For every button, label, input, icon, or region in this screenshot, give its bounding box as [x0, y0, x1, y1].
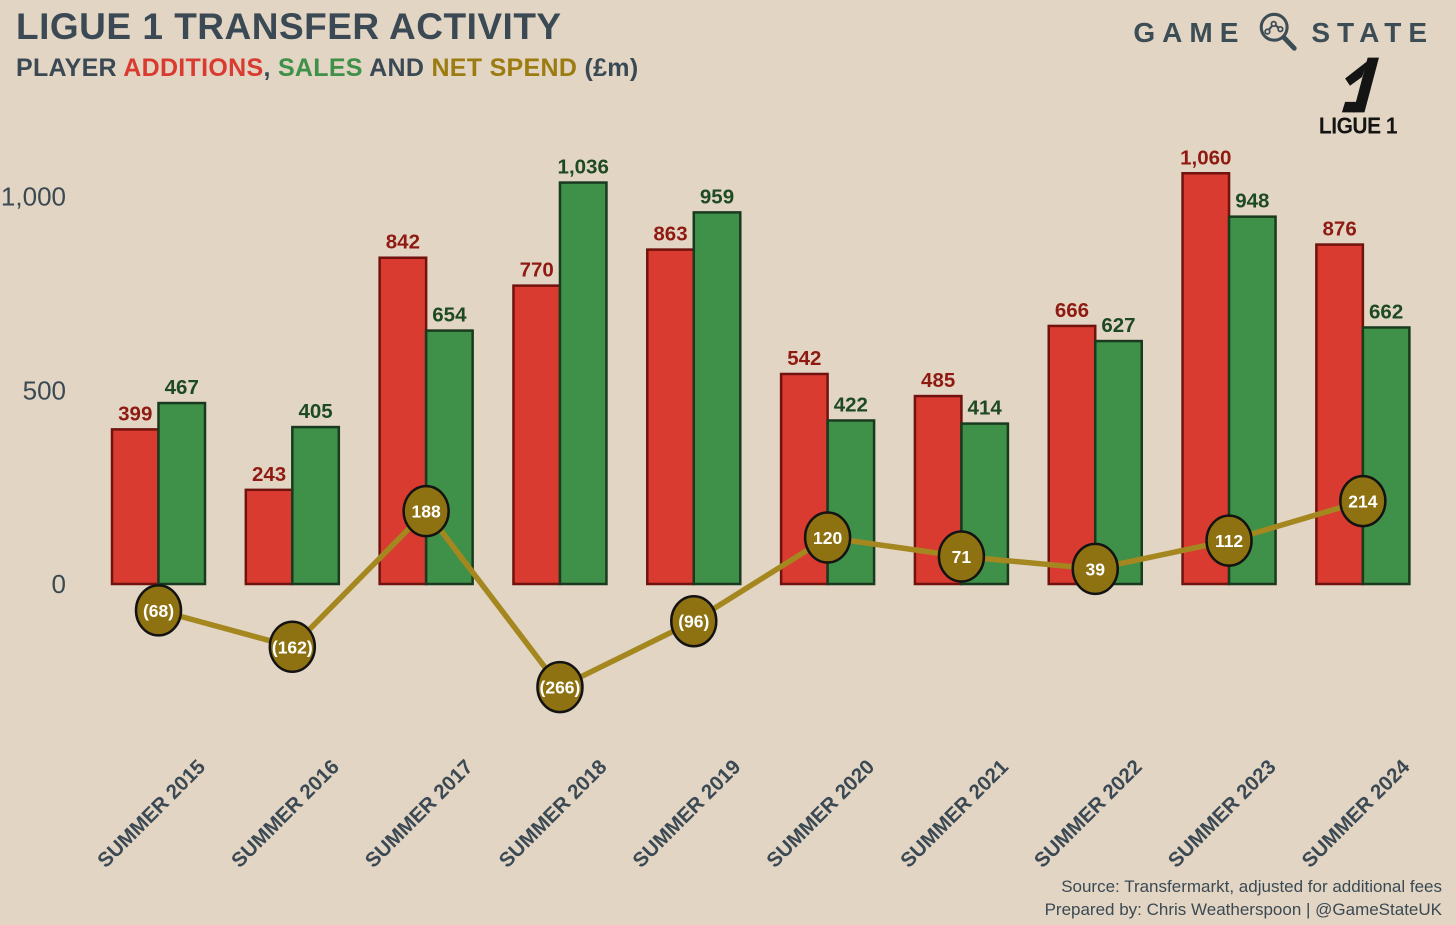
sales-value-label: 405	[298, 400, 332, 423]
net-spend-marker	[1339, 474, 1387, 528]
source-line: Source: Transfermarkt, adjusted for addi…	[1061, 877, 1442, 896]
additions-value-label: 399	[118, 402, 152, 425]
additions-bar	[646, 248, 696, 586]
brand-state-text: STATE	[1311, 17, 1434, 48]
sales-value-label: 654	[432, 304, 467, 327]
x-axis-label: SUMMER 2017	[361, 755, 478, 872]
x-axis-label: SUMMER 2019	[628, 755, 745, 872]
additions-value-label: 243	[252, 463, 286, 486]
sales-bar	[558, 181, 608, 586]
x-axis-label: SUMMER 2016	[227, 755, 344, 872]
net-spend-marker	[134, 584, 183, 637]
page-title: LIGUE 1 TRANSFER ACTIVITY	[16, 6, 562, 47]
x-axis-label: SUMMER 2021	[896, 755, 1013, 872]
net-spend-marker-label: 120	[813, 528, 842, 548]
net-spend-marker	[402, 484, 450, 538]
x-axis-label: SUMMER 2024	[1297, 755, 1414, 872]
sales-value-label: 948	[1235, 190, 1269, 213]
x-axis-label: SUMMER 2015	[93, 755, 210, 872]
additions-value-label: 666	[1055, 299, 1089, 322]
net-spend-marker	[268, 620, 317, 674]
net-spend-marker	[803, 511, 852, 564]
ligue1-wordmark: LIGUE 1	[1318, 114, 1398, 139]
net-spend-marker-label: 39	[1086, 559, 1106, 579]
x-axis-label: SUMMER 2022	[1030, 755, 1147, 872]
additions-bar	[244, 488, 294, 586]
additions-bar	[1315, 243, 1365, 586]
subtitle-player: PLAYER	[16, 54, 124, 82]
sales-value-label: 1,036	[558, 156, 609, 179]
x-axis-label: SUMMER 2023	[1164, 755, 1281, 872]
subtitle-sales: SALES	[277, 54, 363, 82]
net-spend-marker	[670, 594, 718, 648]
net-spend-marker	[937, 530, 986, 583]
y-axis-tick-label: 1,000	[1, 182, 66, 212]
subtitle-unit: (£m)	[577, 54, 639, 82]
net-spend-marker-label: (68)	[143, 601, 174, 621]
additions-value-label: 770	[520, 259, 554, 282]
net-spend-marker-label: (162)	[272, 637, 313, 657]
y-axis-tick-label: 500	[23, 375, 66, 405]
net-spend-marker-label: 71	[952, 547, 972, 567]
subtitle-additions: ADDITIONS	[123, 54, 264, 82]
sales-value-label: 959	[700, 185, 734, 208]
sales-bar	[291, 425, 341, 586]
y-axis-tick-label: 0	[52, 569, 66, 599]
game-state-logo: GAME STATE	[1133, 10, 1434, 56]
x-axis-label: SUMMER 2018	[495, 755, 612, 872]
net-spend-marker	[1205, 514, 1253, 567]
sales-bar	[1361, 326, 1411, 586]
header: LIGUE 1 TRANSFER ACTIVITY PLAYER ADDITIO…	[16, 6, 638, 83]
additions-value-label: 863	[653, 223, 687, 246]
net-spend-marker-label: 188	[412, 502, 441, 522]
ligue1-logo: LIGUE 1	[1308, 56, 1408, 139]
additions-bar	[1047, 324, 1097, 586]
additions-value-label: 876	[1323, 218, 1357, 241]
x-axis-label: SUMMER 2020	[762, 755, 879, 872]
sales-bar	[1093, 339, 1143, 586]
additions-bar	[512, 284, 562, 586]
additions-value-label: 842	[386, 231, 420, 254]
prepared-line: Prepared by: Chris Weatherspoon | @GameS…	[1044, 900, 1442, 919]
additions-value-label: 542	[787, 347, 821, 370]
sales-bar	[692, 211, 742, 586]
sales-bar	[157, 401, 207, 586]
net-spend-marker	[1071, 542, 1119, 596]
additions-bar	[110, 428, 160, 586]
brand-game-text: GAME	[1133, 17, 1246, 48]
net-spend-marker	[536, 660, 584, 714]
sales-value-label: 627	[1101, 314, 1135, 337]
subtitle-net-spend: NET SPEND	[431, 54, 578, 82]
net-spend-marker-label: 214	[1348, 492, 1377, 512]
additions-value-label: 485	[921, 369, 955, 392]
additions-value-label: 1,060	[1180, 146, 1231, 169]
sales-value-label: 662	[1369, 300, 1403, 323]
ligue1-icon	[1341, 57, 1379, 113]
net-spend-marker-label: (96)	[678, 612, 709, 632]
sales-value-label: 422	[834, 393, 868, 416]
subtitle: PLAYER ADDITIONS, SALES AND NET SPEND (£…	[16, 54, 638, 83]
sales-value-label: 414	[968, 397, 1003, 420]
net-spend-marker-label: 112	[1215, 531, 1243, 551]
net-spend-marker-label: (266)	[540, 678, 581, 698]
subtitle-and: AND	[362, 54, 432, 82]
sales-value-label: 467	[165, 376, 199, 399]
subtitle-comma: ,	[263, 54, 278, 82]
net-spend-line	[157, 498, 1364, 691]
magnifier-chart-icon	[1260, 12, 1298, 51]
additions-bar	[1181, 172, 1231, 586]
footer-credits: Source: Transfermarkt, adjusted for addi…	[1045, 875, 1442, 921]
additions-bar	[378, 256, 428, 586]
